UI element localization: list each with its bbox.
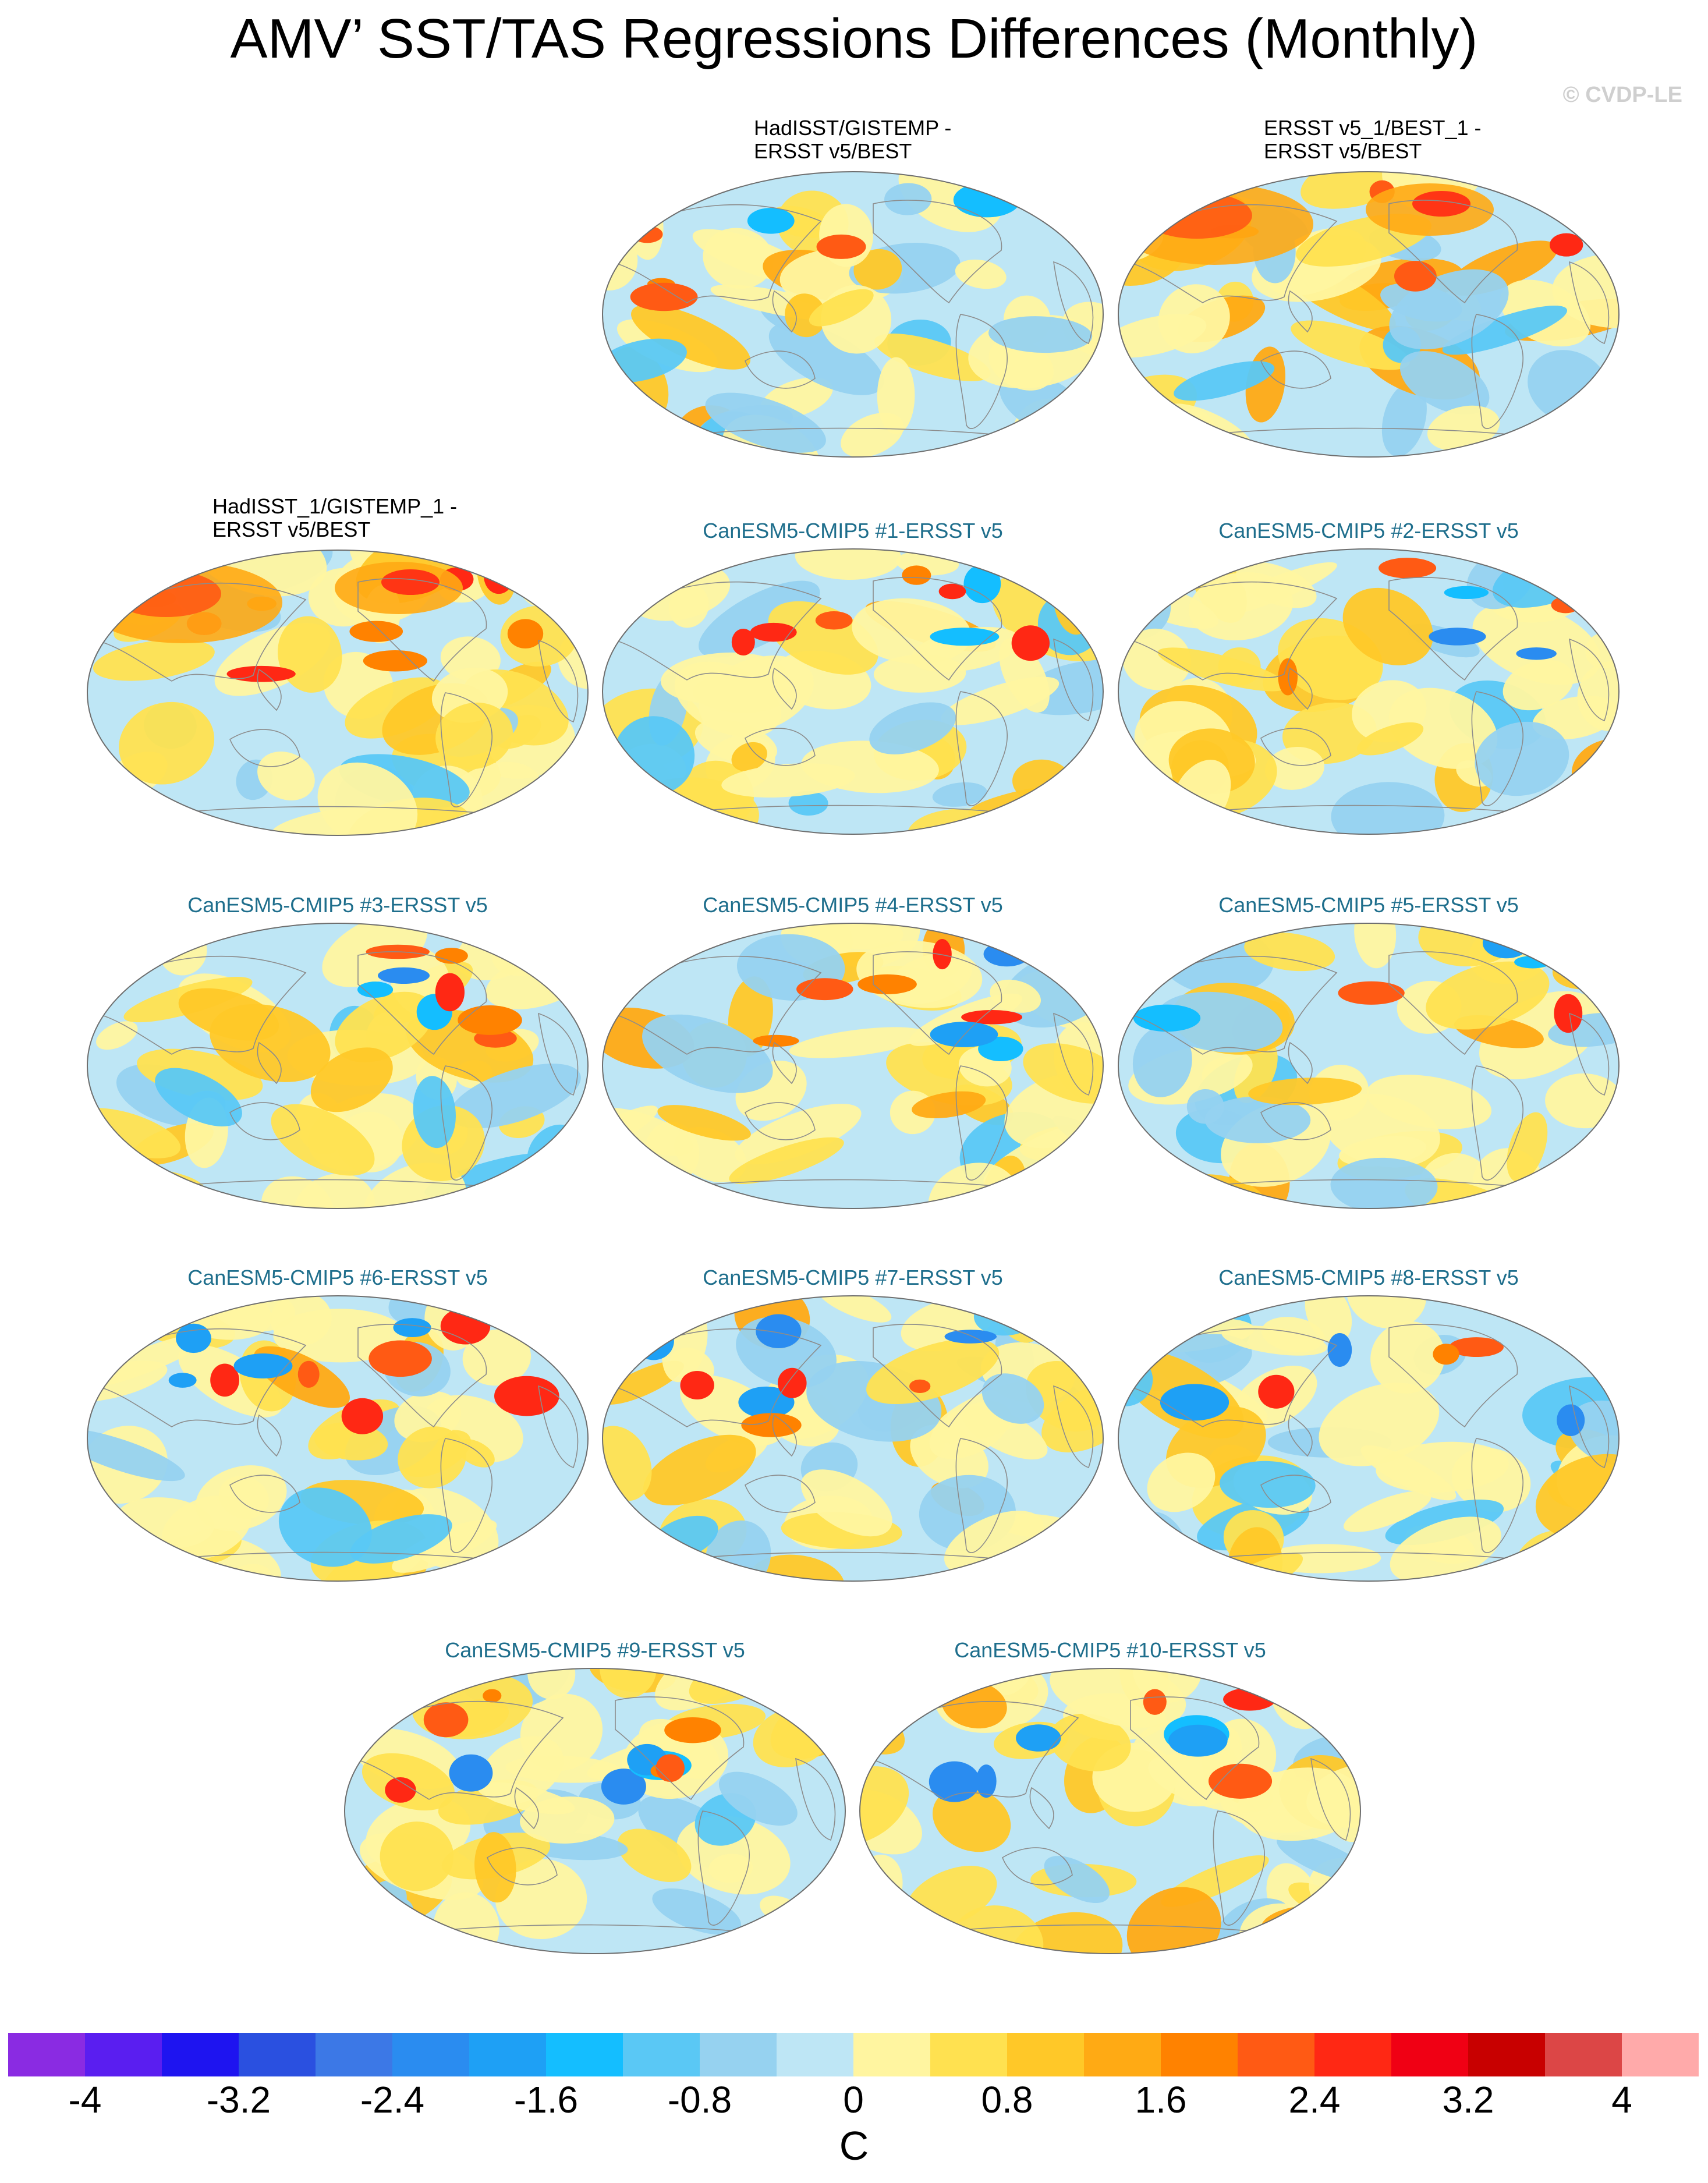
colorbar-swatch xyxy=(8,2033,86,2076)
panel-title-line: CanESM5-CMIP5 #9-ERSST v5 xyxy=(445,1638,745,1662)
panel-title-line: CanESM5-CMIP5 #3-ERSST v5 xyxy=(187,893,488,917)
robinson-map xyxy=(602,923,1104,1209)
panel-title-line: CanESM5-CMIP5 #4-ERSST v5 xyxy=(703,893,1003,917)
colorbar-tick-label: 3.2 xyxy=(1442,2079,1494,2121)
panel-title-line: ERSST v5/BEST xyxy=(1264,139,1422,163)
panel-title-line: CanESM5-CMIP5 #7-ERSST v5 xyxy=(703,1266,1003,1289)
robinson-map xyxy=(87,550,589,836)
colorbar-swatch xyxy=(1391,2033,1469,2076)
robinson-map xyxy=(602,171,1104,458)
colorbar-swatch xyxy=(1545,2033,1622,2076)
colorbar-swatch xyxy=(316,2033,393,2076)
panel-title: CanESM5-CMIP5 #7-ERSST v5 xyxy=(600,1266,1106,1289)
colorbar-tick-label: -4 xyxy=(68,2079,102,2121)
colorbar-tick-label: 1.6 xyxy=(1135,2079,1187,2121)
colorbar-swatch xyxy=(1314,2033,1392,2076)
colorbar-swatch xyxy=(623,2033,700,2076)
colorbar-unit: C xyxy=(839,2123,869,2168)
panel-title: CanESM5-CMIP5 #2-ERSST v5 xyxy=(1115,519,1622,543)
colorbar-swatch xyxy=(853,2033,931,2076)
panel-title: HadISST/GISTEMP - ERSST v5/BEST xyxy=(754,116,951,163)
panel-title-line: CanESM5-CMIP5 #10-ERSST v5 xyxy=(954,1638,1266,1662)
panel-title: CanESM5-CMIP5 #6-ERSST v5 xyxy=(84,1266,591,1289)
colorbar-swatch xyxy=(239,2033,316,2076)
colorbar-tick-label: 4 xyxy=(1611,2079,1632,2121)
robinson-map xyxy=(1118,923,1620,1209)
figure-title: AMV’ SST/TAS Regressions Differences (Mo… xyxy=(230,8,1478,70)
colorbar-swatch xyxy=(85,2033,162,2076)
panel-title-line: CanESM5-CMIP5 #2-ERSST v5 xyxy=(1218,519,1519,543)
colorbar-swatch xyxy=(1084,2033,1161,2076)
colorbar xyxy=(8,2033,1699,2076)
colorbar-swatch xyxy=(1007,2033,1085,2076)
panel-title-line: ERSST v5/BEST xyxy=(754,139,912,163)
colorbar-tick-label: -3.2 xyxy=(206,2079,271,2121)
colorbar-swatch xyxy=(469,2033,547,2076)
robinson-map xyxy=(1118,171,1620,458)
panel-title: CanESM5-CMIP5 #4-ERSST v5 xyxy=(600,894,1106,917)
robinson-map xyxy=(1118,1295,1620,1582)
panel-title: CanESM5-CMIP5 #8-ERSST v5 xyxy=(1115,1266,1622,1289)
panel-title: HadISST_1/GISTEMP_1 - ERSST v5/BEST xyxy=(212,495,457,541)
colorbar-tick-label: -1.6 xyxy=(513,2079,579,2121)
panel-title-line: ERSST v5_1/BEST_1 - xyxy=(1264,116,1482,140)
colorbar-tick-label: 2.4 xyxy=(1288,2079,1341,2121)
colorbar-swatch xyxy=(1238,2033,1315,2076)
panel-title-line: CanESM5-CMIP5 #1-ERSST v5 xyxy=(703,519,1003,543)
colorbar-swatch xyxy=(700,2033,777,2076)
robinson-map xyxy=(859,1668,1361,1954)
panel-title-line: CanESM5-CMIP5 #8-ERSST v5 xyxy=(1218,1266,1519,1289)
colorbar-swatch xyxy=(777,2033,854,2076)
panel-title: CanESM5-CMIP5 #5-ERSST v5 xyxy=(1115,894,1622,917)
panel-title-line: CanESM5-CMIP5 #6-ERSST v5 xyxy=(187,1266,488,1289)
colorbar-tick-label: 0.8 xyxy=(981,2079,1033,2121)
colorbar-swatch xyxy=(930,2033,1008,2076)
colorbar-swatch xyxy=(1468,2033,1546,2076)
robinson-map xyxy=(344,1668,846,1954)
robinson-map xyxy=(602,1295,1104,1582)
colorbar-tick-label: -2.4 xyxy=(360,2079,425,2121)
colorbar-swatch xyxy=(162,2033,239,2076)
colorbar-swatch xyxy=(546,2033,623,2076)
panel-title: CanESM5-CMIP5 #3-ERSST v5 xyxy=(84,894,591,917)
panel-title: CanESM5-CMIP5 #10-ERSST v5 xyxy=(857,1639,1363,1662)
panel-title-line: ERSST v5/BEST xyxy=(212,518,371,541)
colorbar-tick-label: -0.8 xyxy=(667,2079,732,2121)
robinson-map xyxy=(1118,548,1620,835)
robinson-map xyxy=(602,548,1104,835)
colorbar-swatch xyxy=(392,2033,470,2076)
robinson-map xyxy=(87,923,589,1209)
credit-watermark: © CVDP-LE xyxy=(1562,83,1682,107)
panel-title: ERSST v5_1/BEST_1 - ERSST v5/BEST xyxy=(1264,116,1482,163)
colorbar-tick-label: 0 xyxy=(843,2079,864,2121)
panel-title: CanESM5-CMIP5 #1-ERSST v5 xyxy=(600,519,1106,543)
panel-title-line: HadISST/GISTEMP - xyxy=(754,116,952,140)
colorbar-swatch xyxy=(1161,2033,1238,2076)
colorbar-swatch xyxy=(1622,2033,1699,2076)
panel-title-line: CanESM5-CMIP5 #5-ERSST v5 xyxy=(1218,893,1519,917)
panel-title: CanESM5-CMIP5 #9-ERSST v5 xyxy=(342,1639,848,1662)
robinson-map xyxy=(87,1295,589,1582)
panel-title-line: HadISST_1/GISTEMP_1 - xyxy=(212,494,458,518)
